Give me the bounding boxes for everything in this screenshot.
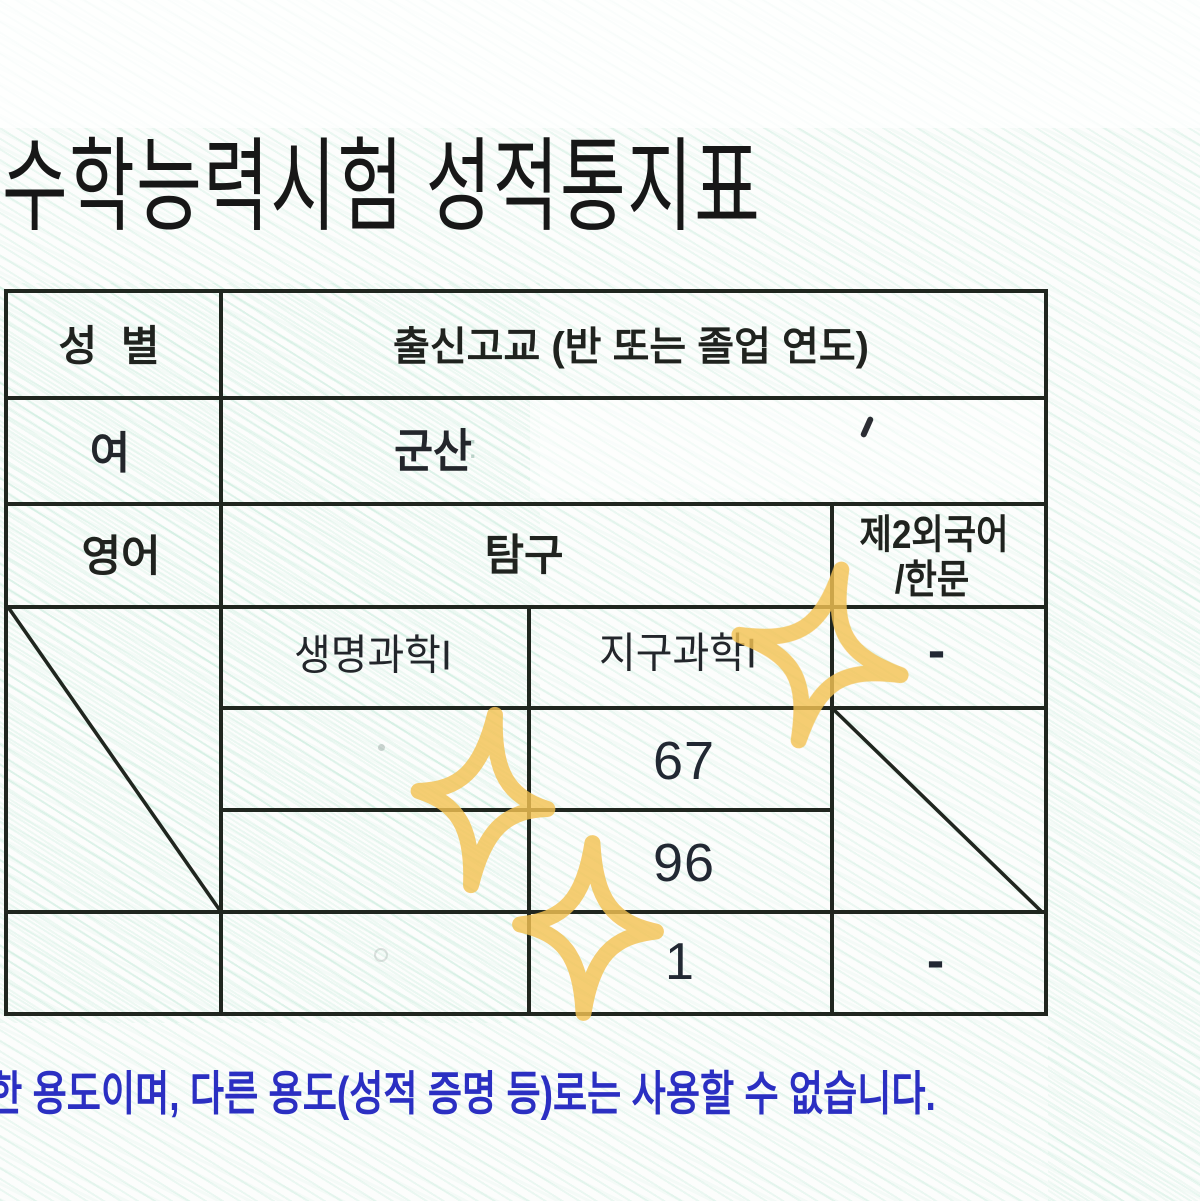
subject2-standard-score: 67 <box>652 731 716 791</box>
page-title: 수학능력시험 성적통지표 <box>2 130 762 244</box>
score-table <box>4 289 1048 1016</box>
subject2-grade: 1 <box>665 933 695 991</box>
table-rule-h3 <box>8 605 1044 609</box>
inquiry-subject1-name: 생명과학I <box>294 631 452 679</box>
school-value: 군산 <box>394 425 472 477</box>
footer-usage-notice: 위한 용도이며, 다른 용도(성적 증명 등)로는 사용할 수 없습니다. <box>0 1067 936 1120</box>
diagonal-slash-lines <box>8 605 1044 914</box>
scan-white-patch-row2 <box>530 400 1044 498</box>
school-header-label: 출신고교 (반 또는 졸업 연도) <box>393 325 869 369</box>
second-language-grade-dash: - <box>926 932 946 990</box>
subject2-percentile: 96 <box>652 833 716 893</box>
english-section-label: 영어 <box>81 533 161 581</box>
second-language-subject-dash: - <box>927 622 947 680</box>
second-language-label-line2: /한문 <box>894 558 970 602</box>
diagonal-line-right-cell <box>830 706 1044 914</box>
scan-white-patch-top <box>0 0 1200 128</box>
table-rule-v2 <box>527 605 531 1012</box>
gender-header-label: 성 별 <box>58 322 166 370</box>
inquiry-section-label: 탐구 <box>484 532 564 580</box>
table-rule-h1 <box>8 396 1044 400</box>
table-rule-v1 <box>219 293 223 1012</box>
second-language-label-line1: 제2외국어 <box>859 513 1009 557</box>
scan-paper-texture-bottomright <box>1048 560 1200 1201</box>
diagonal-line-left-cell <box>8 605 223 914</box>
table-rule-h6 <box>8 910 1044 914</box>
table-rule-v3 <box>830 502 834 1012</box>
gender-value: 여 <box>89 429 131 478</box>
table-rule-h4 <box>219 706 1044 710</box>
inquiry-subject2-name: 지구과학I <box>599 629 757 677</box>
table-rule-h2 <box>8 502 1044 506</box>
